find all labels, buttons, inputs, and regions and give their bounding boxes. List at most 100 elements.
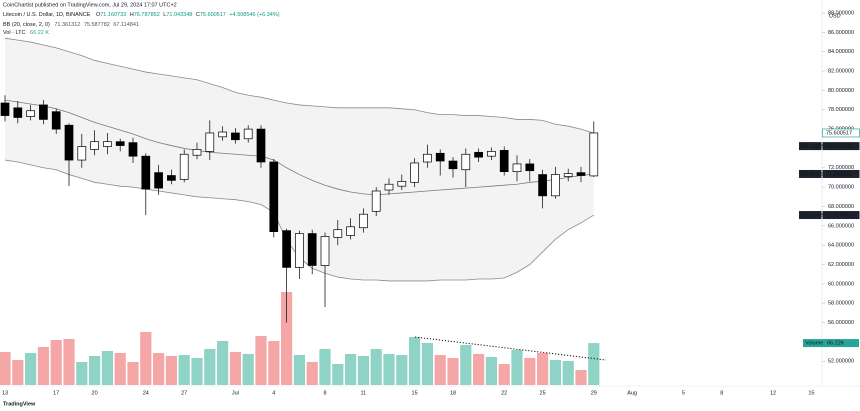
volume-bar [588, 343, 600, 385]
candle-body [525, 163, 535, 172]
candle-body [589, 132, 599, 177]
bb-upper-badge: 75.587782 [826, 144, 852, 150]
ohlc-key: C [196, 12, 200, 18]
volume-bar [370, 348, 382, 385]
candle-body [397, 180, 407, 187]
candle-body [359, 213, 368, 229]
volume-bar [396, 354, 408, 385]
volume-bar [306, 362, 318, 385]
x-tick-label: 13 [2, 390, 8, 396]
x-tick-label: 4 [272, 390, 275, 396]
volume-bar [204, 348, 216, 385]
bb-upper-badge-bg [822, 142, 860, 151]
volume-bar [101, 351, 113, 385]
ohlc-value: 71.160733 [100, 12, 126, 18]
candle-body [295, 233, 304, 268]
candle-body [499, 150, 509, 173]
volume-bar [460, 344, 472, 385]
volume-bar [575, 369, 587, 385]
volume-bar [549, 359, 561, 385]
volume-bar [268, 341, 280, 385]
x-tick-label: 8 [323, 390, 326, 396]
bb-value: 67.114841 [113, 22, 139, 28]
price-badge: 75.600517 [826, 130, 852, 136]
volume-bar [89, 356, 101, 385]
volume-bar [409, 337, 421, 385]
candle-body [371, 190, 381, 212]
y-tick-label: 66.000000 [828, 223, 854, 229]
volume-bar [498, 363, 510, 385]
x-tick-label: 25 [540, 390, 546, 396]
candle-body [90, 141, 99, 150]
ohlc-key: O [96, 12, 101, 18]
bb-value: 71.361312 [54, 22, 80, 28]
ohlc-key: L [163, 12, 166, 18]
bb-line [4, 37, 594, 134]
brand-logo: TradingView [3, 401, 36, 407]
axes: 52.00000054.00000056.00000058.00000060.0… [2, 11, 860, 396]
y-tick-label: 52.000000 [828, 359, 854, 365]
volume-bar [524, 357, 536, 385]
candle-body [333, 229, 343, 238]
candle-body [576, 172, 586, 176]
candle-body [192, 149, 202, 156]
candle-body [141, 155, 151, 190]
volume-bar [178, 354, 190, 385]
y-tick-label: 86.000000 [828, 30, 854, 36]
bb-upper-badge-tag: BB Upper [801, 144, 825, 150]
x-tick-label: 8 [720, 390, 723, 396]
volume-value: 66.22 K [30, 30, 49, 36]
candle-body [243, 128, 253, 140]
bb-lower-badge-tag-bg [799, 211, 822, 220]
candle-body [448, 160, 458, 170]
y-tick-label: 72.000000 [828, 165, 854, 171]
candle-body [26, 110, 35, 117]
candle-body [282, 230, 291, 268]
volume-trendline [414, 336, 607, 361]
candle-body [115, 141, 125, 146]
candle-body [512, 163, 522, 173]
bb-basis-badge-tag-bg [799, 169, 822, 178]
candle-body [461, 153, 471, 171]
change-value: +4.508546 (+6.34%) [229, 12, 279, 18]
x-tick-label: Jul [232, 390, 239, 396]
x-tick-label: 20 [92, 390, 98, 396]
candle-body [154, 172, 163, 189]
candle-body [435, 152, 445, 162]
y-tick-label: 70.000000 [828, 185, 854, 191]
volume-bar [217, 341, 229, 385]
volume-bar [447, 357, 459, 385]
volume-bar [255, 335, 267, 385]
volume-bar [63, 338, 75, 385]
y-tick-label: 78.000000 [828, 107, 854, 113]
candle-body [487, 151, 496, 157]
x-tick-label: 5 [682, 390, 685, 396]
candle-body [551, 174, 560, 197]
candle-body [103, 141, 112, 147]
volume-bar [12, 359, 24, 385]
bb-value: 75.587782 [84, 22, 110, 28]
ohlc-value: 76.787852 [134, 12, 160, 18]
y-tick-label: 84.000000 [828, 49, 854, 55]
x-tick-label: 22 [501, 390, 507, 396]
x-tick-label: 11 [361, 390, 367, 396]
volume-bar [421, 342, 433, 385]
x-tick-label: 15 [412, 390, 418, 396]
volume-bar [114, 352, 126, 385]
candle-body [39, 104, 48, 120]
volume-bar [511, 349, 523, 385]
candle-body [410, 162, 419, 183]
attribution: CoinChartist published on TradingView.co… [3, 2, 177, 8]
candle-body [0, 102, 10, 116]
header-ohlc: Litecoin / U.S. Dollar, 1D, BINANCE O71.… [3, 12, 280, 18]
volume-bar [473, 353, 485, 385]
volume-bar [319, 348, 331, 385]
candle-body [256, 128, 266, 163]
symbol-title: Litecoin / U.S. Dollar, 1D, BINANCE [3, 12, 91, 18]
candle-body [320, 236, 330, 266]
plot-area [0, 37, 600, 385]
bb-legend: BB (20, close, 2, 0) 71.361312 75.587782… [3, 22, 139, 28]
bb-name: BB (20, close, 2, 0) [3, 22, 50, 28]
x-tick-label: 27 [181, 390, 187, 396]
volume-bar [537, 352, 549, 385]
